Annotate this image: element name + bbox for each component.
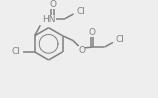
Text: Cl: Cl: [76, 7, 85, 16]
Text: O: O: [49, 0, 56, 9]
Text: Cl: Cl: [116, 35, 125, 44]
Text: HN: HN: [42, 15, 56, 24]
Text: O: O: [78, 46, 85, 55]
Text: O: O: [88, 28, 96, 37]
Text: Cl: Cl: [12, 47, 20, 56]
